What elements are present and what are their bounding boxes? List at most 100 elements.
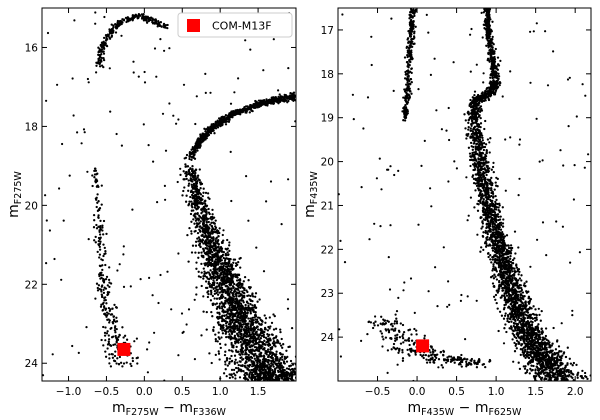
data-point	[105, 311, 109, 314]
data-point	[254, 331, 258, 334]
data-point	[184, 163, 187, 166]
data-point	[298, 375, 300, 377]
data-point	[68, 174, 71, 177]
data-point	[122, 285, 126, 288]
data-point	[187, 189, 190, 192]
data-point	[228, 373, 231, 376]
data-point	[97, 216, 100, 219]
data-point	[291, 363, 295, 366]
data-point	[175, 122, 178, 125]
data-point	[217, 259, 221, 262]
data-point	[176, 180, 179, 184]
data-point	[285, 94, 288, 98]
data-point	[501, 222, 505, 225]
data-point	[217, 255, 220, 258]
data-point	[177, 118, 180, 121]
data-point	[105, 38, 108, 41]
data-point	[95, 282, 99, 285]
data-point	[264, 321, 267, 324]
data-point	[474, 148, 478, 151]
data-point	[268, 316, 271, 319]
data-point	[467, 125, 470, 129]
data-point	[93, 176, 96, 179]
data-point	[44, 194, 47, 197]
data-point	[544, 337, 547, 340]
data-point	[253, 353, 256, 357]
data-point	[203, 202, 207, 205]
data-point	[197, 199, 200, 202]
data-point	[487, 255, 490, 259]
data-point	[216, 282, 219, 285]
data-point	[221, 332, 225, 335]
data-point	[194, 251, 197, 254]
data-point	[263, 314, 266, 317]
data-point	[224, 114, 228, 117]
data-point	[290, 377, 293, 381]
data-point	[207, 245, 211, 248]
data-point	[203, 134, 206, 137]
data-point	[520, 279, 523, 282]
data-point	[106, 284, 109, 287]
data-point	[224, 363, 227, 366]
data-point	[200, 334, 203, 337]
data-point	[191, 146, 195, 150]
data-point	[214, 240, 217, 243]
data-point	[189, 167, 192, 170]
data-point	[196, 188, 199, 192]
data-point	[206, 295, 210, 299]
data-point	[493, 208, 496, 211]
data-point	[185, 194, 188, 197]
data-point	[122, 336, 125, 339]
data-point	[112, 319, 116, 322]
data-point	[256, 356, 259, 360]
data-point	[203, 127, 206, 130]
data-point	[118, 333, 121, 337]
data-point	[95, 198, 98, 201]
data-point	[135, 356, 138, 360]
data-point	[291, 92, 294, 95]
data-point	[108, 32, 112, 35]
data-point	[237, 331, 241, 334]
data-point	[318, 372, 320, 374]
data-point	[224, 247, 227, 251]
data-point	[189, 174, 193, 177]
data-point	[246, 294, 249, 298]
data-point	[252, 370, 255, 373]
data-point	[270, 321, 274, 325]
data-point	[172, 114, 175, 117]
data-point	[210, 361, 213, 365]
data-point	[287, 381, 289, 383]
data-point	[228, 306, 231, 309]
data-point	[211, 208, 214, 212]
data-point	[234, 349, 238, 352]
data-point	[230, 199, 233, 203]
data-point	[193, 358, 196, 361]
data-point	[194, 151, 197, 154]
data-point	[224, 123, 228, 126]
data-point	[121, 365, 124, 368]
data-point	[237, 311, 241, 314]
data-point	[199, 135, 202, 138]
data-point	[115, 327, 118, 331]
data-point	[236, 109, 239, 112]
data-point	[205, 328, 208, 331]
data-point	[494, 181, 497, 184]
data-point	[216, 263, 220, 266]
data-point	[270, 373, 274, 376]
data-point	[565, 382, 567, 384]
data-point	[266, 371, 270, 374]
data-point	[297, 376, 299, 378]
data-point	[286, 355, 289, 359]
data-point	[229, 102, 233, 105]
data-point	[536, 369, 540, 372]
data-point	[494, 298, 497, 301]
data-point	[254, 370, 258, 374]
data-point	[258, 316, 261, 320]
data-point	[188, 157, 191, 161]
data-point	[232, 304, 235, 307]
data-point	[244, 306, 247, 309]
data-point	[245, 109, 248, 113]
data-point	[221, 293, 224, 296]
data-point	[205, 216, 208, 219]
data-point	[106, 318, 109, 321]
